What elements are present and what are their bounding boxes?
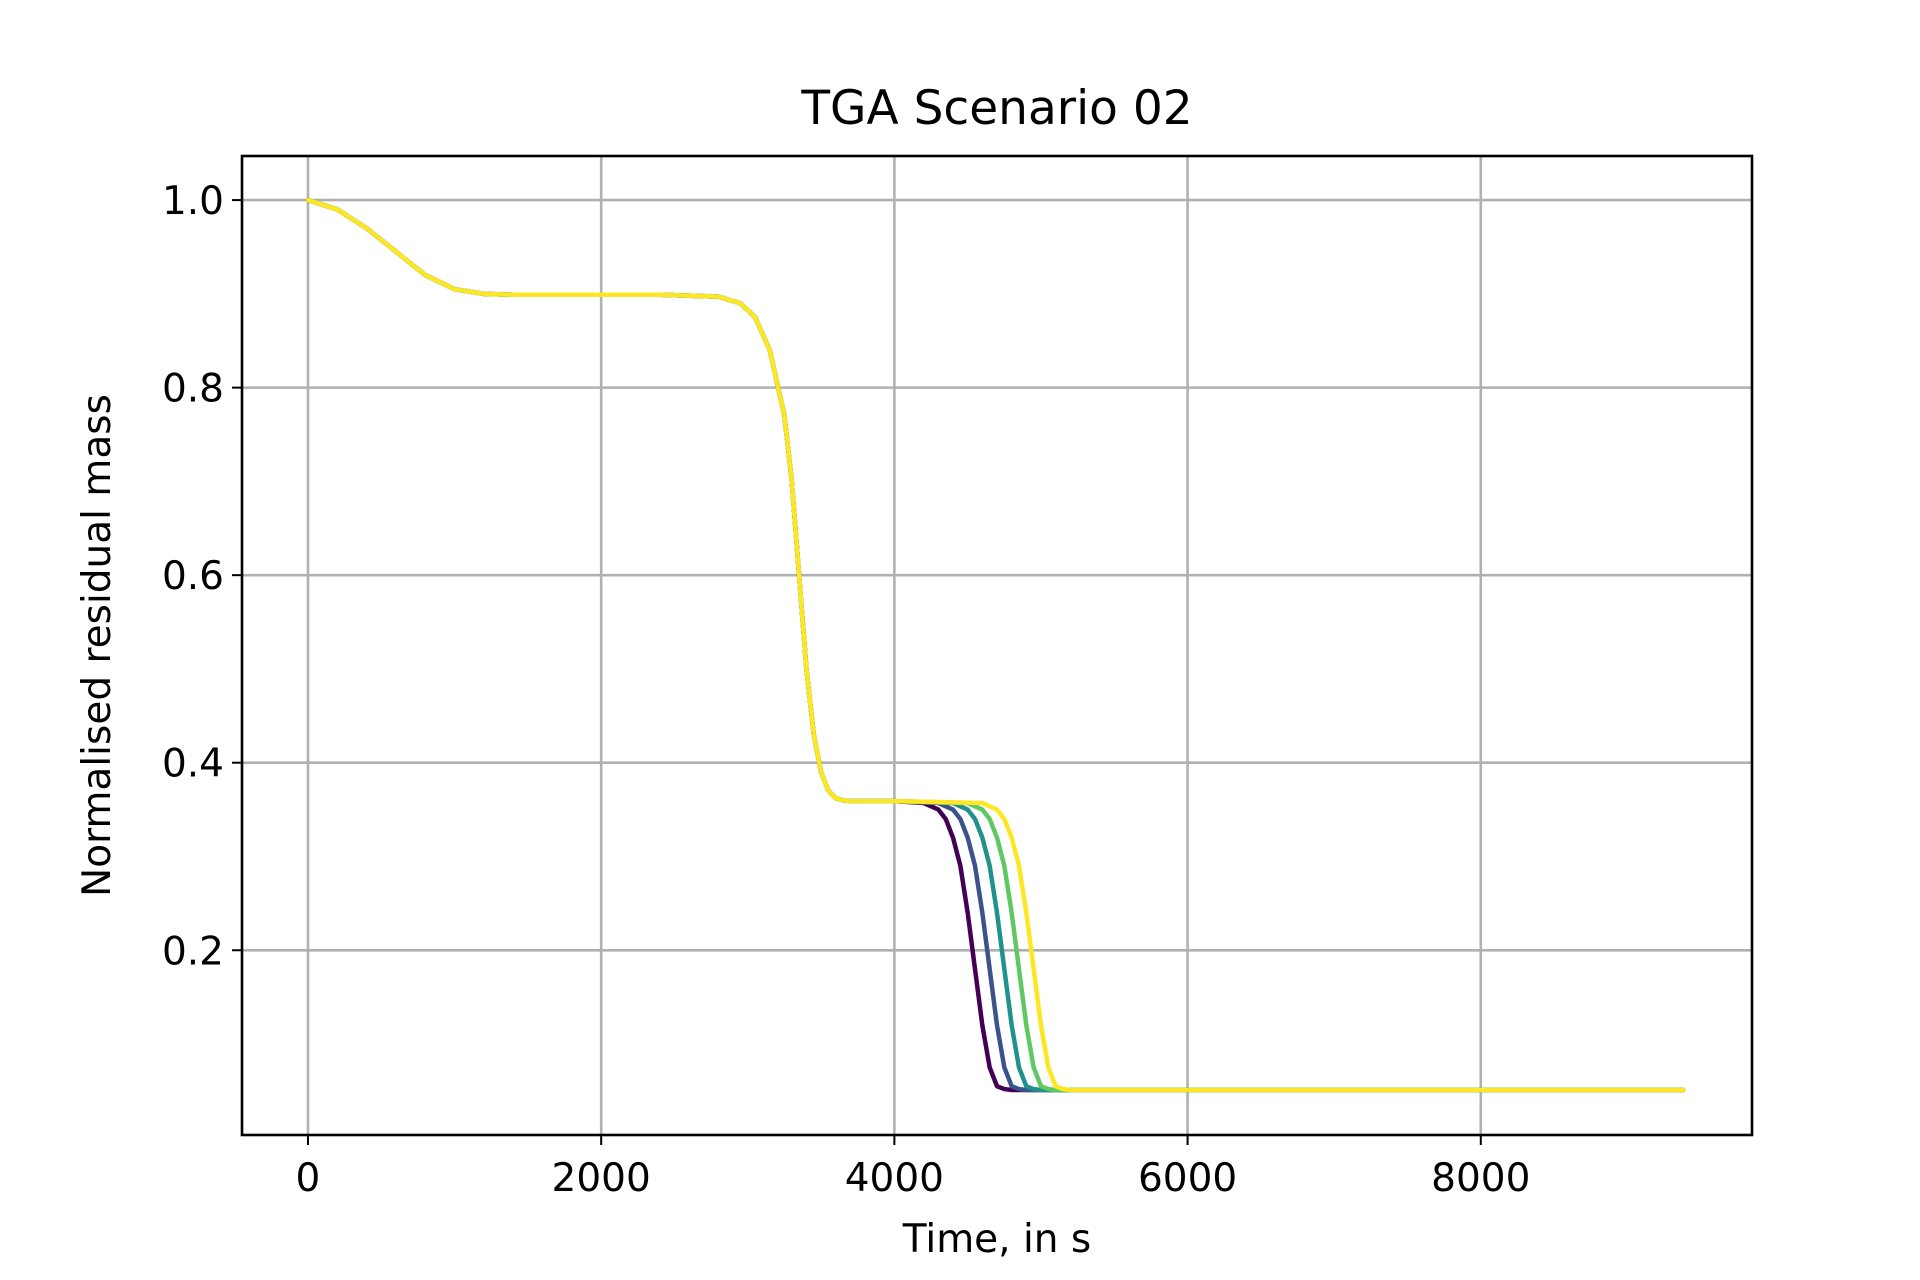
y-tick-label: 1.0 [162,179,224,224]
x-tick-label: 0 [296,1156,321,1201]
series-line-4 [305,197,1686,1093]
x-axis-ticks: 0 2000 4000 6000 8000 [296,1135,1530,1201]
series-group [305,197,1686,1093]
y-axis-label: Normalised residual mass [75,394,120,897]
grid [242,156,1752,1135]
series-line-1 [305,197,1686,1093]
y-tick-label: 0.8 [162,367,224,412]
series-line-3 [305,197,1686,1093]
x-tick-label: 6000 [1138,1156,1237,1201]
x-tick-label: 2000 [552,1156,651,1201]
series-line-5 [305,197,1686,1093]
x-axis-label: Time, in s [902,1217,1092,1262]
y-axis-ticks: 0.2 0.4 0.6 0.8 1.0 [162,179,242,974]
y-tick-label: 0.4 [162,742,224,787]
y-tick-label: 0.6 [162,554,224,599]
x-tick-label: 4000 [845,1156,944,1201]
plot-frame [240,154,1754,1137]
series-line-2 [305,197,1686,1093]
chart-title: TGA Scenario 02 [800,81,1192,136]
x-tick-label: 8000 [1431,1156,1530,1201]
y-tick-label: 0.2 [162,929,224,974]
